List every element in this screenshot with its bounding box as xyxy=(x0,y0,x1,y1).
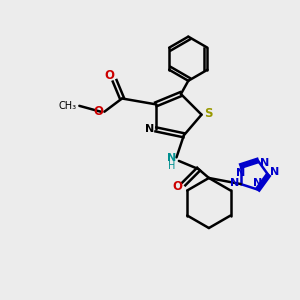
Text: S: S xyxy=(204,107,212,120)
Text: O: O xyxy=(105,69,115,82)
Text: O: O xyxy=(172,180,182,193)
Text: N: N xyxy=(270,167,280,177)
Text: N: N xyxy=(230,178,239,188)
Text: N: N xyxy=(236,167,245,178)
Text: N: N xyxy=(253,178,262,188)
Text: CH₃: CH₃ xyxy=(58,101,76,111)
Text: N: N xyxy=(145,124,154,134)
Text: O: O xyxy=(93,105,103,118)
Text: H: H xyxy=(168,160,176,171)
Text: N: N xyxy=(167,153,176,163)
Text: N: N xyxy=(260,158,269,168)
